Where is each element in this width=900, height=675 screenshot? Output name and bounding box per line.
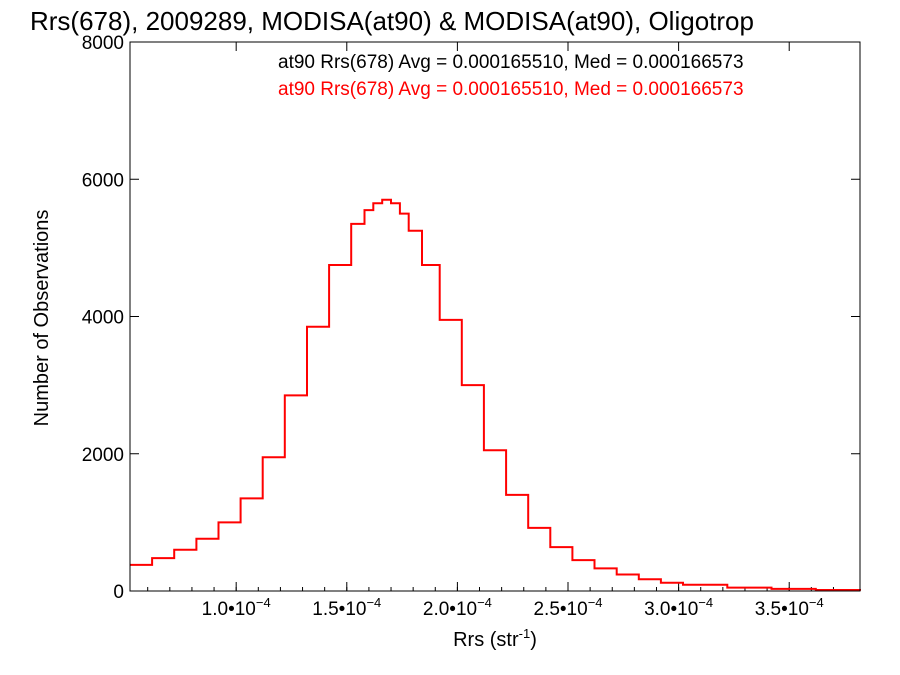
y-tick-label: 0 [113,582,124,603]
y-tick-label: 8000 [82,33,124,54]
x-axis-label-exponent: -1 [519,626,531,641]
x-tick-label: 2.0•10−4 [423,595,492,620]
x-tick-label: 1.5•10−4 [312,595,381,620]
y-tick-label: 4000 [82,308,124,329]
x-tick-label: 3.5•10−4 [755,595,824,620]
x-axis-label-close: ) [530,629,537,651]
y-axis-label: Number of Observations [31,210,53,427]
plot-frame [129,41,861,592]
y-tick-label: 6000 [82,170,124,191]
x-axis-label-text: Rrs (str [453,629,519,651]
series-group [130,198,861,591]
x-tick-label: 2.5•10−4 [533,595,602,620]
annotation-black: at90 Rrs(678) Avg = 0.000165510, Med = 0… [278,52,744,73]
x-axis-ticks: 1.0•10−4 1.5•10−4 2.0•10−4 2.5•10−4 3.0•10−4… [147,42,834,620]
x-tick-label: 1.0•10−4 [202,595,271,620]
chart-title: Rrs(678), 2009289, MODISA(at90) & MODISA… [30,6,754,36]
y-tick-label: 2000 [82,445,124,466]
y-axis-ticks: 0 2000 4000 6000 8000 [82,33,860,603]
x-axis-label: Rrs (str-1) [453,626,537,651]
histogram-series [130,198,861,591]
annotation-red: at90 Rrs(678) Avg = 0.000165510, Med = 0… [278,79,744,100]
x-tick-label: 3.0•10−4 [644,595,713,620]
